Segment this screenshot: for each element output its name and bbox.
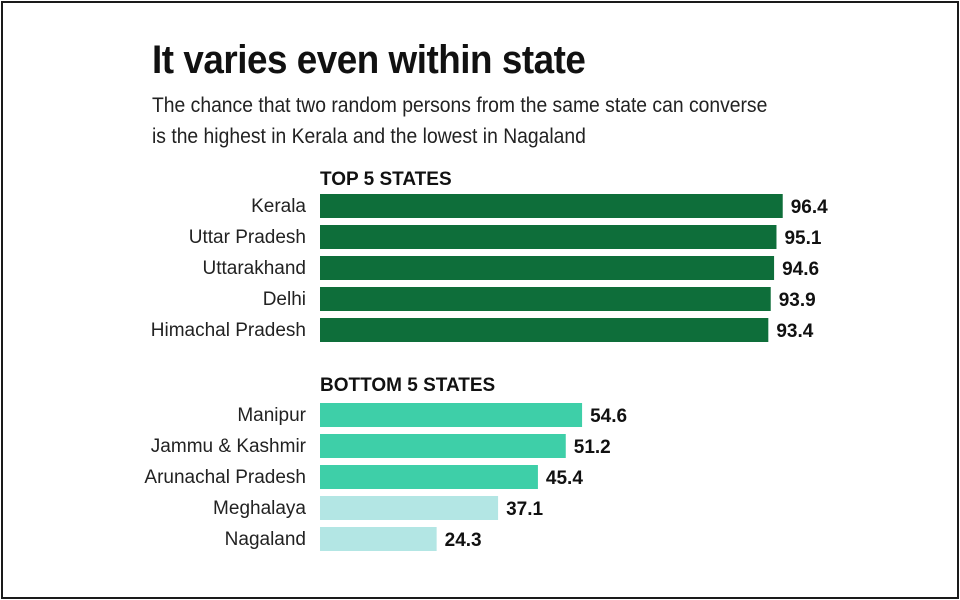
bar: [320, 194, 783, 218]
value-label: 94.6: [782, 259, 819, 280]
subtitle-line: The chance that two random persons from …: [152, 94, 768, 117]
subtitle-line: is the highest in Kerala and the lowest …: [152, 125, 586, 148]
value-label: 24.3: [445, 530, 482, 551]
bar: [320, 496, 499, 520]
value-label: 96.4: [791, 197, 828, 218]
category-label: Himachal Pradesh: [151, 320, 306, 341]
value-label: 37.1: [506, 499, 543, 520]
value-label: 95.1: [784, 228, 821, 249]
category-label: Uttarakhand: [202, 258, 306, 279]
bar: [320, 225, 777, 249]
chart-title: It varies even within state: [152, 38, 586, 82]
value-label: 51.2: [574, 437, 611, 458]
group-heading: TOP 5 STATES: [320, 169, 452, 190]
category-label: Arunachal Pradesh: [144, 467, 306, 488]
category-label: Jammu & Kashmir: [151, 436, 307, 457]
category-label: Uttar Pradesh: [189, 227, 306, 248]
value-label: 93.4: [776, 321, 813, 342]
value-label: 45.4: [546, 468, 583, 489]
bar: [320, 465, 538, 489]
group-heading: BOTTOM 5 STATES: [320, 375, 495, 396]
bar: [320, 318, 769, 342]
chart-subtitle: The chance that two random persons from …: [152, 90, 814, 152]
category-label: Nagaland: [225, 529, 306, 550]
value-label: 54.6: [590, 406, 627, 427]
category-label: Delhi: [263, 289, 306, 310]
category-label: Meghalaya: [213, 498, 306, 519]
category-label: Manipur: [237, 405, 306, 426]
bar: [320, 287, 771, 311]
category-label: Kerala: [251, 196, 306, 217]
bar: [320, 527, 437, 551]
value-label: 93.9: [779, 290, 816, 311]
bar: [320, 256, 775, 280]
bar: [320, 434, 566, 458]
bar: [320, 403, 583, 427]
